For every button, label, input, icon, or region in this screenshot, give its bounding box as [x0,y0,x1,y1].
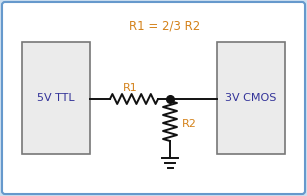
FancyBboxPatch shape [2,2,305,194]
Text: R2: R2 [182,119,197,129]
Bar [217,42,285,154]
Text: R1 = 2/3 R2: R1 = 2/3 R2 [129,19,201,33]
Text: 3V CMOS: 3V CMOS [225,93,277,103]
Text: R1: R1 [122,83,137,93]
Bar [22,42,90,154]
Text: 5V TTL: 5V TTL [37,93,75,103]
